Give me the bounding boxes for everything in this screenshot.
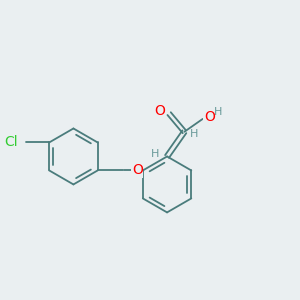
- Text: H: H: [151, 149, 159, 159]
- Text: H: H: [190, 129, 198, 139]
- Text: O: O: [132, 164, 143, 177]
- Text: Cl: Cl: [4, 136, 18, 149]
- Text: O: O: [154, 104, 165, 118]
- Text: H: H: [214, 107, 222, 118]
- Text: O: O: [204, 110, 215, 124]
